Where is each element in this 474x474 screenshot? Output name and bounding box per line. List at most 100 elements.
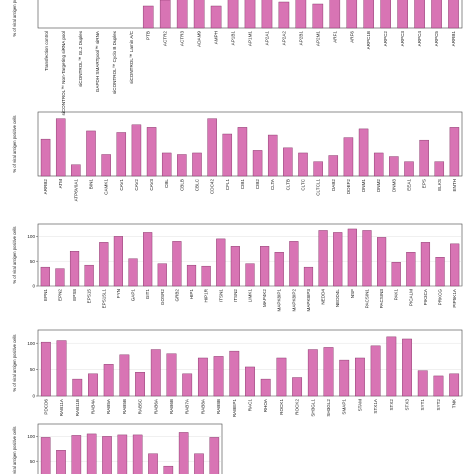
bar: [176, 0, 188, 29]
bar: [358, 128, 369, 177]
bar: [245, 366, 255, 397]
bar: [260, 378, 271, 397]
x-tick-label: AP2M1: [315, 31, 320, 47]
x-tick-label: AP1M1: [248, 31, 253, 47]
x-tick-label: DNM3: [391, 179, 396, 192]
x-tick-label: siCONTROL™ Cyclo B Duplex: [112, 30, 117, 94]
bar: [303, 266, 314, 287]
bar: [69, 251, 80, 287]
bar: [201, 265, 211, 287]
bar: [84, 264, 94, 287]
bar: [99, 242, 109, 287]
bar: [339, 359, 350, 397]
y-axis-label: % of viral antigen positive cells: [12, 426, 17, 474]
x-tick-label: AMPH: [214, 31, 219, 44]
bar: [222, 133, 233, 177]
x-tick-label: ARPC1B: [366, 31, 371, 49]
x-tick-label: ARRB1: [451, 31, 456, 47]
x-tick-label: GAP1: [131, 289, 136, 302]
bar: [159, 0, 171, 29]
x-tick-label: RABEP1: [232, 399, 237, 418]
x-tick-label: ACTR3: [180, 31, 185, 47]
bar: [178, 432, 189, 474]
x-tick-label: AP2A1: [264, 31, 269, 46]
bar: [148, 453, 158, 474]
x-tick-label: RAB5C: [138, 398, 143, 414]
bar: [298, 152, 308, 177]
x-tick-label: DAB2: [331, 179, 336, 191]
x-tick-label: RAB11B: [75, 399, 80, 416]
y-tick-label: 0: [32, 284, 35, 289]
x-tick-label: siCONTROL™ Non-Targeting siRNA pool: [61, 31, 66, 116]
x-tick-label: SYT1: [420, 399, 425, 411]
x-tick-label: ROCK2: [295, 399, 300, 415]
bar: [128, 258, 138, 287]
bar: [245, 263, 255, 287]
bar: [71, 435, 82, 474]
y-tick-label: 100: [27, 341, 35, 346]
x-tick-label: RAB5B: [122, 399, 127, 414]
bar: [40, 341, 51, 397]
x-tick-label: CAV1: [119, 179, 124, 191]
x-tick-label: CBLB: [179, 179, 184, 191]
x-tick-label: CAV2: [134, 179, 139, 191]
x-tick-label: HIP1: [189, 289, 194, 300]
x-tick-label: SMAP1: [342, 399, 347, 415]
bar: [307, 349, 318, 397]
panel: % of viral antigen positive cells 0 50 100 E…: [12, 223, 463, 312]
bar: [135, 372, 145, 397]
y-tick-label: 50: [30, 459, 36, 464]
x-tick-label: EPS15L1: [101, 289, 106, 309]
x-tick-label: AP2A2: [281, 31, 286, 46]
bar: [88, 373, 98, 397]
x-tick-label: CBL: [164, 179, 169, 188]
x-tick-label: ACTR2: [163, 31, 168, 47]
x-tick-label: GAPDH SMARTpool™ siRNA: [95, 30, 100, 92]
bar: [161, 152, 172, 177]
bar: [267, 134, 278, 177]
x-tick-label: STX1A: [373, 398, 378, 413]
bar: [274, 252, 284, 287]
bar: [333, 232, 343, 287]
bar: [157, 263, 167, 287]
bar: [276, 357, 287, 397]
bar: [283, 147, 293, 177]
bar: [431, 0, 442, 29]
bar: [419, 139, 429, 177]
bar: [56, 340, 67, 397]
x-tick-label: siCONTROL™ GL2 Duplex: [78, 30, 83, 87]
bar: [355, 357, 365, 397]
bar: [229, 350, 240, 397]
bar: [86, 130, 96, 177]
bar: [449, 127, 460, 177]
x-tick-label: EPS15: [87, 289, 92, 304]
x-tick-label: RAB4A: [90, 398, 95, 414]
bar: [230, 246, 240, 287]
x-tick-label: RAC1: [248, 399, 253, 412]
bar: [362, 230, 372, 287]
x-tick-label: ROCK1: [279, 399, 284, 415]
bar: [40, 437, 51, 474]
x-tick-label: ITSN2: [233, 289, 238, 302]
bar: [373, 152, 384, 177]
x-tick-label: FYN: [116, 289, 121, 298]
bar: [406, 252, 416, 287]
x-tick-label: ATM: [58, 179, 63, 189]
bar: [131, 124, 142, 177]
bar: [377, 237, 387, 287]
bar: [177, 154, 187, 177]
x-tick-label: ARPC5: [434, 31, 439, 47]
bar: [389, 156, 399, 177]
bar: [329, 0, 341, 29]
bar: [186, 264, 197, 287]
bar: [370, 345, 381, 397]
x-tick-label: MAPK8IP3: [306, 289, 311, 312]
bar: [346, 0, 358, 29]
y-tick-label: 100: [27, 234, 35, 239]
bar: [252, 150, 263, 177]
x-tick-label: HIP1R: [204, 288, 209, 302]
bar: [71, 164, 81, 177]
bar: [295, 0, 307, 29]
bar: [56, 450, 66, 474]
bar: [323, 347, 334, 397]
